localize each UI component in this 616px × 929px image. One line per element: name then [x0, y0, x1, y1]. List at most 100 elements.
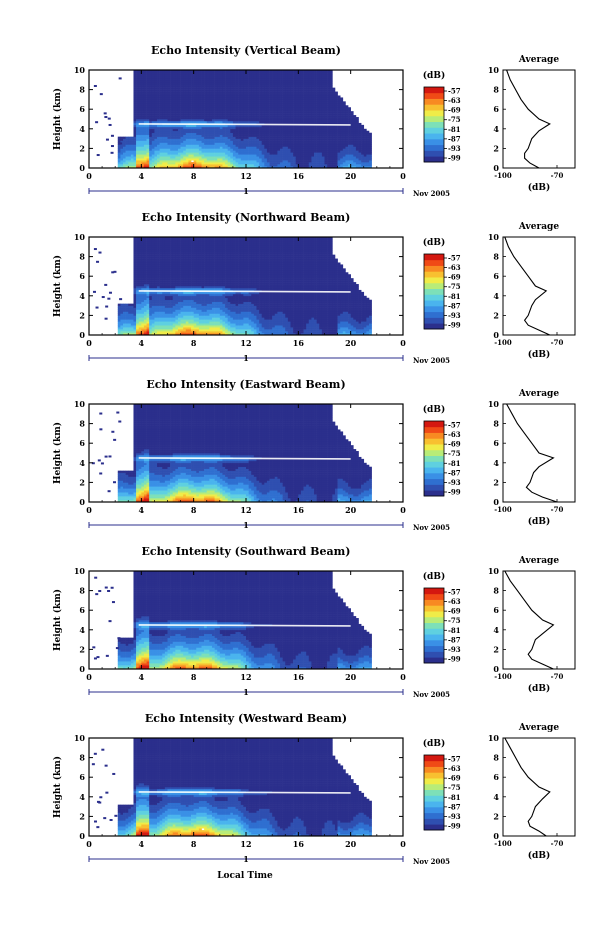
- heatmap-cell: [138, 315, 142, 318]
- heatmap-cell: [162, 115, 166, 118]
- heatmap-cell: [337, 103, 341, 106]
- heatmap-cell: [329, 156, 333, 159]
- heatmap-cell: [311, 124, 315, 128]
- heatmap-cell: [280, 128, 283, 132]
- heatmap-cell: [230, 146, 234, 149]
- heatmap-cell: [290, 107, 294, 110]
- heatmap-cell: [188, 101, 192, 104]
- heatmap-cell: [329, 132, 333, 135]
- heatmap-cell: [361, 152, 365, 155]
- heatmap-cell: [337, 115, 341, 118]
- x-tick-label: 0: [400, 171, 406, 181]
- heatmap-cell: [141, 101, 145, 104]
- heatmap-cell: [316, 120, 320, 124]
- heatmap-cell: [164, 70, 168, 73]
- heatmap-cell: [219, 166, 223, 168]
- heatmap-cell: [191, 117, 194, 120]
- heatmap-cell: [157, 107, 160, 110]
- heatmap-cell: [193, 115, 197, 118]
- heatmap-cell: [277, 85, 281, 88]
- heatmap-cell: [196, 152, 200, 155]
- heatmap-cell: [235, 150, 239, 153]
- heatmap-cell: [319, 75, 323, 79]
- heatmap-cell: [280, 136, 283, 139]
- heatmap-cell: [209, 156, 213, 159]
- heatmap-cell: [300, 130, 304, 134]
- heatmap-cell: [232, 126, 236, 130]
- heatmap-cell: [246, 132, 249, 135]
- heatmap-cell: [285, 154, 289, 157]
- heatmap-cell: [157, 83, 160, 86]
- heatmap-cell: [350, 120, 354, 124]
- heatmap-cell: [225, 162, 228, 165]
- heatmap-cell: [167, 136, 171, 139]
- heatmap-cell: [285, 73, 289, 77]
- heatmap-cell: [154, 87, 158, 90]
- heatmap-cell: [159, 152, 163, 155]
- heatmap-cell: [193, 101, 197, 104]
- heatmap-cell: [138, 240, 142, 244]
- heatmap-cell: [219, 107, 223, 110]
- heatmap-cell: [180, 93, 184, 96]
- heatmap-cell: [157, 128, 160, 132]
- heatmap-cell: [266, 120, 270, 124]
- heatmap-cell: [204, 75, 208, 79]
- heatmap-cell: [180, 70, 184, 73]
- heatmap-cell: [188, 105, 192, 108]
- profile-y-tick-label: 2: [493, 143, 499, 153]
- heatmap-cell: [261, 148, 265, 151]
- heatmap-cell: [198, 107, 202, 110]
- heatmap-cell: [191, 148, 194, 151]
- heatmap-cell: [120, 158, 124, 161]
- heatmap-cell: [191, 91, 194, 94]
- heatmap-cell: [188, 150, 192, 153]
- heatmap-cell: [225, 103, 228, 106]
- heatmap-cell: [327, 144, 331, 147]
- colorbar-swatch: [424, 138, 444, 146]
- heatmap-cell: [162, 124, 166, 128]
- heatmap-cell: [143, 333, 147, 335]
- heatmap-cell: [232, 140, 236, 143]
- heatmap-cell: [300, 144, 304, 147]
- heatmap-cell: [141, 307, 145, 310]
- heatmap-cell: [235, 73, 239, 77]
- heatmap-cell: [172, 103, 176, 106]
- heatmap-cell: [353, 160, 357, 163]
- heatmap-cell: [316, 128, 320, 132]
- heatmap-cell: [308, 71, 312, 75]
- heatmap-cell: [295, 81, 299, 85]
- heatmap-cell: [300, 115, 304, 118]
- heatmap-cell: [295, 77, 299, 81]
- heatmap-cell: [235, 87, 239, 90]
- heatmap-cell: [157, 132, 160, 135]
- heatmap-cell: [151, 164, 155, 167]
- heatmap-cell: [334, 97, 338, 100]
- heatmap-cell: [311, 75, 315, 79]
- heatmap-cell: [188, 120, 192, 124]
- heatmap-cell: [196, 75, 200, 79]
- heatmap-cell: [293, 81, 297, 85]
- heatmap-cell: [251, 166, 255, 168]
- heatmap-cell: [141, 315, 145, 318]
- heatmap-cell: [253, 130, 257, 134]
- heatmap-cell: [128, 148, 132, 151]
- heatmap-cell: [232, 109, 236, 112]
- heatmap-cell: [136, 128, 140, 132]
- heatmap-cell: [204, 105, 208, 108]
- heatmap-cell: [243, 111, 247, 114]
- heatmap-cell: [277, 107, 281, 110]
- heatmap-cell: [141, 97, 145, 100]
- heatmap-cell: [201, 144, 205, 147]
- heatmap-cell: [146, 238, 150, 242]
- heatmap-cell: [256, 162, 260, 165]
- heatmap-cell: [120, 136, 124, 139]
- heatmap-cell: [141, 75, 145, 79]
- heatmap-cell: [303, 85, 307, 88]
- heatmap-cell: [141, 105, 145, 108]
- heatmap-cell: [172, 113, 176, 116]
- heatmap-cell: [340, 97, 344, 100]
- heatmap-cell: [243, 83, 247, 86]
- heatmap-cell: [348, 166, 351, 168]
- heatmap-cell: [143, 325, 147, 328]
- heatmap-cell: [198, 136, 202, 139]
